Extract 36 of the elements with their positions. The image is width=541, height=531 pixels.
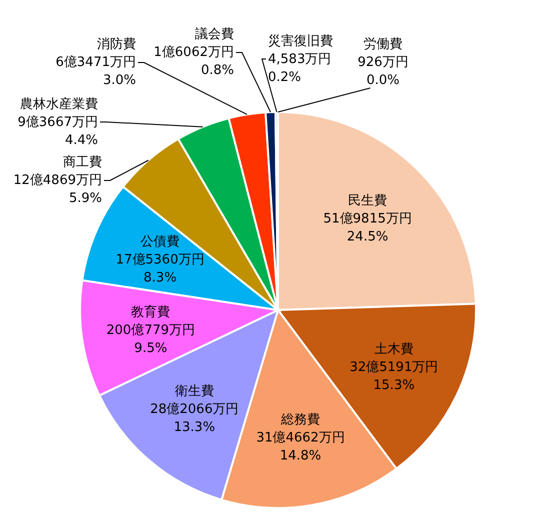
- data-label: 14.8%: [280, 448, 322, 464]
- slice-label: 土木費: [374, 342, 414, 357]
- text: 31億4662万円: [256, 430, 345, 446]
- slice-label: 公債費: [140, 234, 180, 250]
- text: 6億3471万円: [56, 55, 136, 70]
- text: 51億9815万円: [323, 212, 412, 227]
- text: 0.0%: [366, 73, 400, 88]
- slice-label: 商工費: [63, 155, 102, 170]
- category-label: 労働費: [364, 37, 402, 52]
- slice-label: 災害復旧費: [268, 33, 333, 49]
- text: 32億5191万円: [350, 360, 438, 375]
- text: 12億4869万円: [13, 173, 102, 188]
- text: 4,583万円: [268, 52, 332, 67]
- data-label: 9.5%: [134, 340, 168, 356]
- data-label: 0.2%: [268, 70, 302, 85]
- data-label: 8.3%: [144, 270, 177, 286]
- slice-label: 農林水産業費: [20, 96, 98, 112]
- text: 28億2066万円: [150, 402, 239, 417]
- text: 1億6062万円: [154, 45, 234, 60]
- slice-label: 民生費: [348, 194, 388, 209]
- text: 926万円: [358, 55, 408, 70]
- data-label: 5.9%: [68, 191, 102, 206]
- data-label: 24.5%: [346, 230, 388, 245]
- data-label: 4.4%: [64, 133, 98, 148]
- slice-label: 教育費: [131, 304, 170, 320]
- data-label: 15.3%: [373, 378, 415, 393]
- slice-label: 消防費: [97, 37, 136, 52]
- data-label: 13.3%: [174, 420, 216, 435]
- data-label: 3.0%: [102, 73, 136, 88]
- slice-label: 衛生費: [174, 384, 214, 399]
- data-label: 0.8%: [200, 63, 234, 78]
- slice-label: 総務費: [280, 412, 320, 428]
- text: 17億5360万円: [116, 252, 204, 268]
- slice-label: 議会費: [195, 27, 234, 42]
- text: 9億3667万円: [18, 115, 98, 130]
- text: 200億779万円: [106, 322, 196, 338]
